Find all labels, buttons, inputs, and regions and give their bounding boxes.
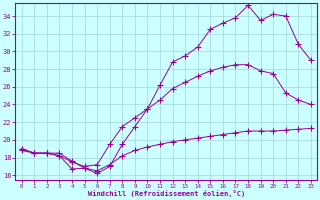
X-axis label: Windchill (Refroidissement éolien,°C): Windchill (Refroidissement éolien,°C) <box>88 190 245 197</box>
